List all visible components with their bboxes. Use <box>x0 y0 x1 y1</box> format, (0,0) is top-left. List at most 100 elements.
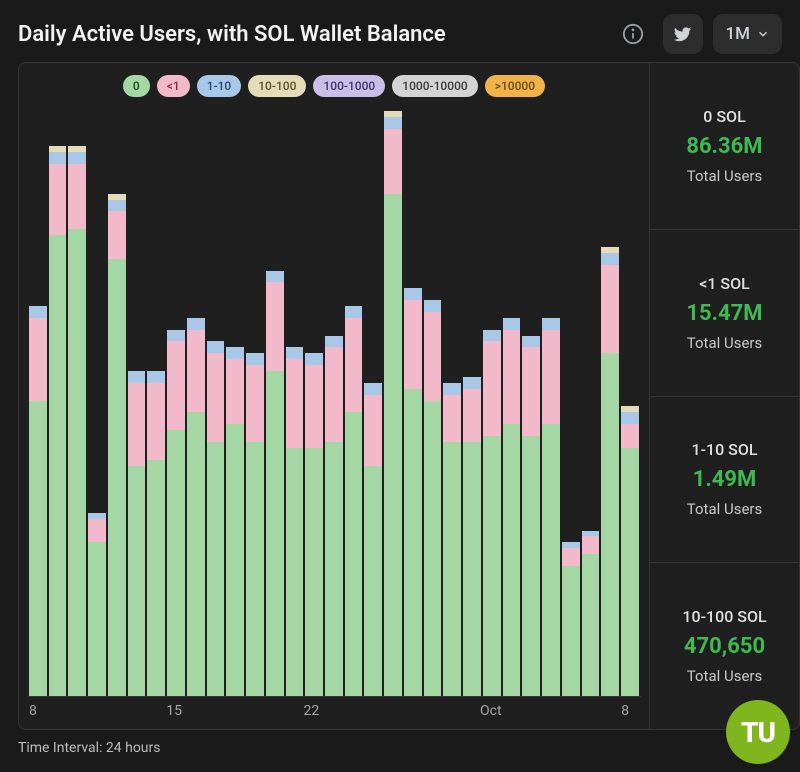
bar-segment <box>404 389 422 696</box>
bar-segment <box>483 436 501 696</box>
bar-segment <box>88 519 106 543</box>
bar[interactable] <box>226 105 244 696</box>
bar[interactable] <box>108 105 126 696</box>
x-tick <box>88 703 106 723</box>
x-tick <box>343 703 361 723</box>
bar[interactable] <box>246 105 264 696</box>
bar[interactable] <box>128 105 146 696</box>
bar[interactable] <box>88 105 106 696</box>
legend-pill[interactable]: 100-1000 <box>313 75 385 97</box>
bar[interactable] <box>483 105 501 696</box>
bar-segment <box>384 117 402 129</box>
bar[interactable] <box>424 105 442 696</box>
bar[interactable] <box>147 105 165 696</box>
bar[interactable] <box>286 105 304 696</box>
bar-segment <box>226 424 244 696</box>
x-axis: 81522Oct8 <box>27 697 641 723</box>
bar-segment <box>601 265 619 354</box>
x-tick: 8 <box>29 703 47 723</box>
x-tick <box>382 703 400 723</box>
bar-segment <box>503 330 521 425</box>
bar[interactable] <box>345 105 363 696</box>
bar[interactable] <box>305 105 323 696</box>
stat-box[interactable]: 0 SOL86.36MTotal Users <box>650 62 800 230</box>
legend-pill[interactable]: >10000 <box>485 75 545 97</box>
legend-pill[interactable]: 0 <box>123 75 150 97</box>
x-tick <box>362 703 380 723</box>
bar-segment <box>305 353 323 365</box>
footer: Time Interval: 24 hours <box>0 730 800 772</box>
bar[interactable] <box>601 105 619 696</box>
legend-pill[interactable]: 10-100 <box>248 75 306 97</box>
time-interval-label: Time Interval: 24 hours <box>18 740 161 756</box>
x-tick <box>264 703 282 723</box>
bar-segment <box>246 442 264 696</box>
bar[interactable] <box>443 105 461 696</box>
bar-segment <box>286 359 304 448</box>
bar-segment <box>286 347 304 359</box>
bar[interactable] <box>68 105 86 696</box>
bar[interactable] <box>49 105 67 696</box>
legend-pill[interactable]: <1 <box>157 75 190 97</box>
stat-label: 0 SOL <box>703 107 745 126</box>
bar-segment <box>29 318 47 401</box>
bar[interactable] <box>266 105 284 696</box>
bar[interactable] <box>582 105 600 696</box>
bar[interactable] <box>522 105 540 696</box>
legend-pill[interactable]: 1000-10000 <box>392 75 477 97</box>
stats-panel: 0 SOL86.36MTotal Users<1 SOL15.47MTotal … <box>650 62 800 730</box>
bar-segment <box>522 436 540 696</box>
bar[interactable] <box>364 105 382 696</box>
bar-segment <box>128 466 146 696</box>
header: Daily Active Users, with SOL Wallet Bala… <box>0 0 800 62</box>
x-tick <box>523 703 541 723</box>
x-tick <box>147 703 165 723</box>
page-title: Daily Active Users, with SOL Wallet Bala… <box>18 22 603 47</box>
period-select[interactable]: 1M <box>713 14 782 54</box>
stat-box[interactable]: 10-100 SOL470,650Total Users <box>650 563 800 730</box>
bar-segment <box>305 448 323 696</box>
share-twitter-button[interactable] <box>663 14 703 54</box>
x-tick <box>602 703 620 723</box>
bar-segment <box>384 129 402 194</box>
bar-segment <box>49 235 67 696</box>
bar[interactable] <box>167 105 185 696</box>
bar[interactable] <box>207 105 225 696</box>
bar-segment <box>68 229 86 696</box>
x-tick <box>460 703 478 723</box>
bar[interactable] <box>463 105 481 696</box>
bar[interactable] <box>29 105 47 696</box>
x-tick <box>245 703 263 723</box>
info-button[interactable] <box>613 14 653 54</box>
bar[interactable] <box>187 105 205 696</box>
stat-label: <1 SOL <box>699 274 750 293</box>
legend: 0 <1 1-10 10-100 100-1000 1000-10000 >10000 <box>27 73 641 105</box>
x-tick <box>127 703 145 723</box>
bar[interactable] <box>503 105 521 696</box>
bar-segment <box>601 353 619 696</box>
bar-segment <box>167 330 185 342</box>
stat-label: 1-10 SOL <box>691 440 757 459</box>
bar-segment <box>207 353 225 442</box>
stat-box[interactable]: 1-10 SOL1.49MTotal Users <box>650 397 800 564</box>
bar[interactable] <box>621 105 639 696</box>
bar-segment <box>345 412 363 696</box>
bar[interactable] <box>325 105 343 696</box>
x-tick: 22 <box>304 703 322 723</box>
stat-sublabel: Total Users <box>687 334 762 352</box>
bar-segment <box>582 554 600 696</box>
bar[interactable] <box>384 105 402 696</box>
bar[interactable] <box>404 105 422 696</box>
bar-segment <box>503 318 521 330</box>
bar-segment <box>29 401 47 697</box>
bar-segment <box>226 359 244 424</box>
chart-panel: 0 <1 1-10 10-100 100-1000 1000-10000 >10000 81… <box>18 62 650 730</box>
bar[interactable] <box>542 105 560 696</box>
x-tick <box>421 703 439 723</box>
stat-box[interactable]: <1 SOL15.47MTotal Users <box>650 230 800 397</box>
legend-pill[interactable]: 1-10 <box>197 75 242 97</box>
bar-segment <box>266 282 284 371</box>
bar[interactable] <box>562 105 580 696</box>
bar-segment <box>463 442 481 696</box>
bar-segment <box>108 211 126 258</box>
